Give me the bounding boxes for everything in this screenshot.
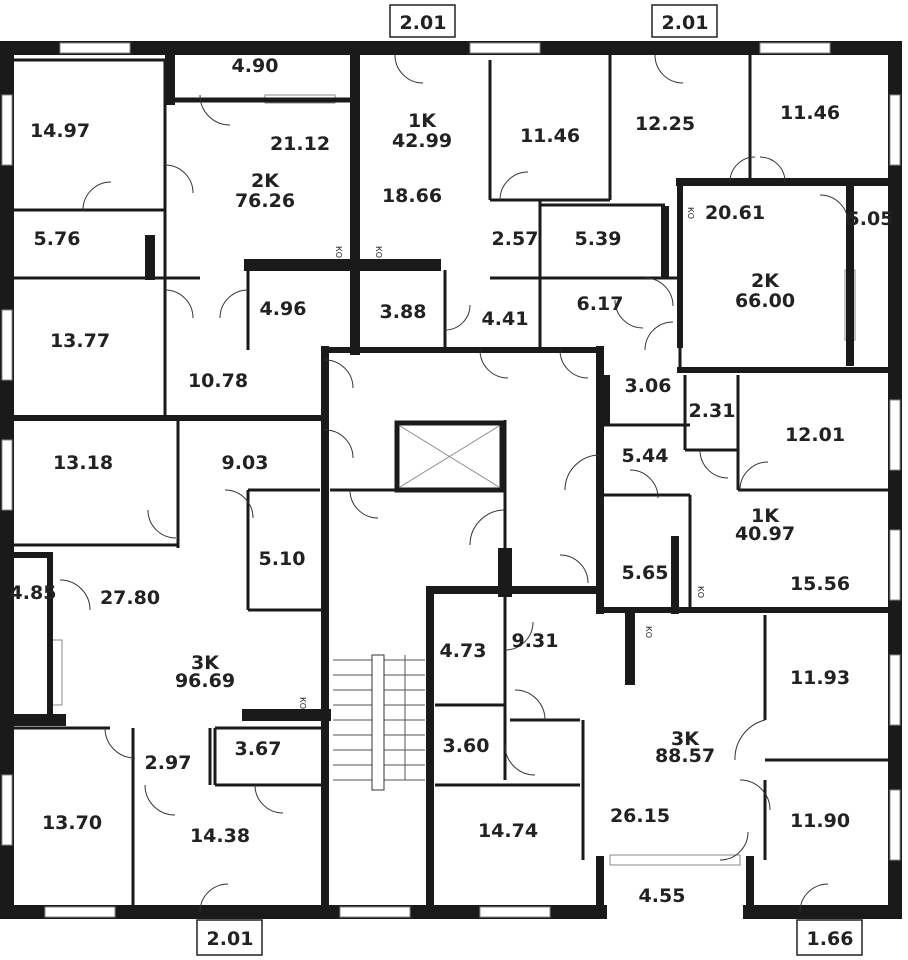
room-area: 11.46 bbox=[780, 102, 840, 124]
walls bbox=[0, 41, 902, 919]
balcony-area: 2.01 bbox=[207, 928, 254, 950]
ventilation-labels: КО КО КО КО КО КО bbox=[298, 207, 705, 709]
room-area: 5.39 bbox=[575, 228, 622, 250]
ko-label: КО bbox=[644, 626, 653, 638]
room-area: 15.56 bbox=[790, 573, 850, 595]
room-labels: 14.97 4.90 21.12 2K 76.26 5.76 13.77 10.… bbox=[10, 12, 894, 950]
ko-label: КО bbox=[696, 586, 705, 598]
apartment-type: 3K bbox=[671, 728, 700, 750]
ko-label: КО bbox=[374, 246, 383, 258]
room-area: 13.18 bbox=[53, 452, 113, 474]
room-area: 3.88 bbox=[380, 301, 427, 323]
room-area: 4.90 bbox=[232, 55, 279, 77]
doors bbox=[59, 54, 849, 913]
staircase bbox=[333, 654, 425, 791]
room-area: 13.70 bbox=[42, 812, 102, 834]
ko-label: КО bbox=[334, 246, 343, 258]
room-area: 3.60 bbox=[443, 735, 490, 757]
apartment-type: 2K bbox=[751, 270, 780, 292]
room-area: 26.15 bbox=[610, 805, 670, 827]
apartment-area: 66.00 bbox=[735, 290, 795, 312]
room-area: 9.31 bbox=[512, 630, 559, 652]
room-area: 14.97 bbox=[30, 120, 90, 142]
room-area: 2.57 bbox=[492, 228, 539, 250]
balcony-area: 2.01 bbox=[662, 12, 709, 34]
balcony-area: 2.01 bbox=[400, 12, 447, 34]
room-area: 2.97 bbox=[145, 752, 192, 774]
room-area: 5.76 bbox=[34, 228, 81, 250]
room-area: 14.74 bbox=[478, 820, 538, 842]
room-area: 12.25 bbox=[635, 113, 695, 135]
apartment-area: 42.99 bbox=[392, 130, 452, 152]
room-area: 2.31 bbox=[689, 400, 736, 422]
room-area: 18.66 bbox=[382, 185, 442, 207]
room-area: 10.78 bbox=[188, 370, 248, 392]
balcony-area: 1.66 bbox=[807, 928, 854, 950]
room-area: 20.61 bbox=[705, 202, 765, 224]
ko-label: КО bbox=[298, 697, 307, 709]
room-area: 12.01 bbox=[785, 424, 845, 446]
apartment-type: 1K bbox=[751, 505, 780, 527]
room-area: 14.38 bbox=[190, 825, 250, 847]
room-area: 11.93 bbox=[790, 667, 850, 689]
room-area: 4.41 bbox=[482, 308, 529, 330]
room-area: 27.80 bbox=[100, 587, 160, 609]
room-area: 6.17 bbox=[577, 293, 624, 315]
room-area: 5.05 bbox=[847, 208, 894, 230]
apartment-type: 1K bbox=[408, 110, 437, 132]
apartment-type: 2K bbox=[251, 170, 280, 192]
apartment-area: 96.69 bbox=[175, 670, 235, 692]
room-area: 5.10 bbox=[259, 548, 306, 570]
room-area: 4.85 bbox=[10, 582, 57, 604]
apartment-type: 3K bbox=[191, 652, 220, 674]
room-area: 3.06 bbox=[625, 375, 672, 397]
room-area: 4.96 bbox=[260, 298, 307, 320]
room-area: 11.90 bbox=[790, 810, 850, 832]
room-area: 11.46 bbox=[520, 125, 580, 147]
room-area: 4.55 bbox=[639, 885, 686, 907]
room-area: 21.12 bbox=[270, 133, 330, 155]
ko-label: КО bbox=[686, 207, 695, 219]
room-area: 3.67 bbox=[235, 738, 282, 760]
room-area: 4.73 bbox=[440, 640, 487, 662]
room-area: 5.65 bbox=[622, 562, 669, 584]
room-area: 5.44 bbox=[622, 445, 669, 467]
apartment-area: 76.26 bbox=[235, 190, 295, 212]
apartment-area: 40.97 bbox=[735, 523, 795, 545]
room-area: 9.03 bbox=[222, 452, 269, 474]
room-area: 13.77 bbox=[50, 330, 110, 352]
apartment-area: 88.57 bbox=[655, 745, 715, 767]
